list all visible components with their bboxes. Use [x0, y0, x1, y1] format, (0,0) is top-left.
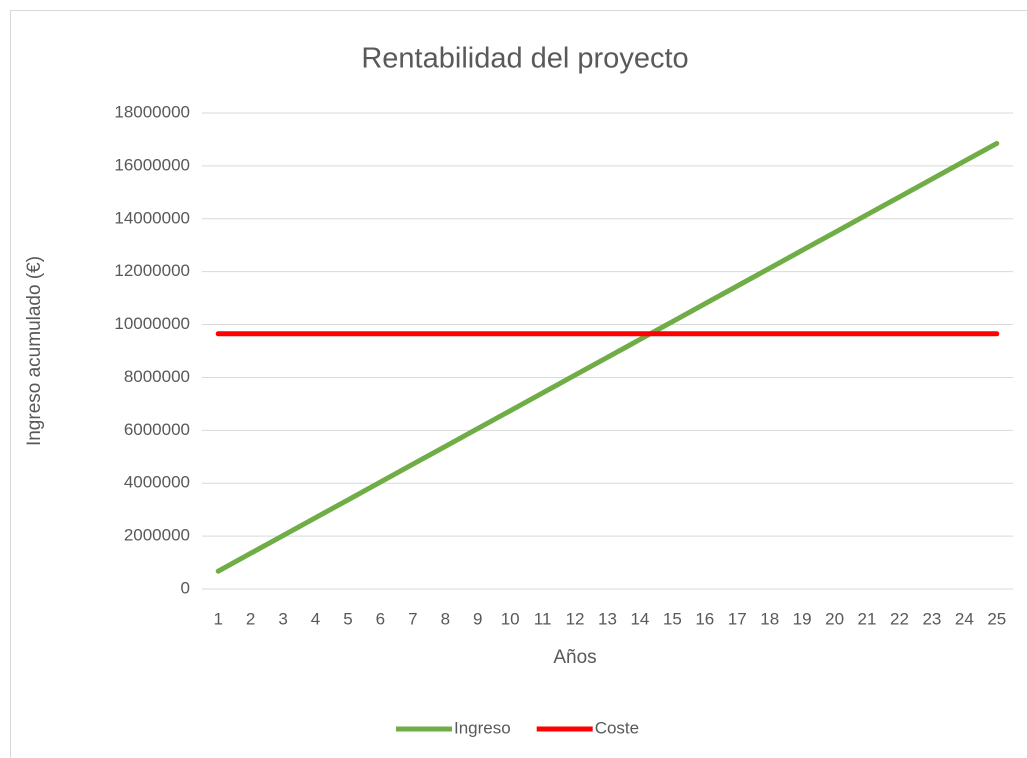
y-tick-label: 0 — [181, 578, 190, 597]
x-tick-label: 23 — [922, 609, 941, 628]
legend-label: Coste — [595, 718, 639, 737]
y-tick-label: 2000000 — [124, 526, 190, 545]
data-line — [215, 140, 1000, 574]
y-tick-label: 10000000 — [114, 314, 190, 333]
x-tick-label: 25 — [987, 609, 1006, 628]
x-tick-label: 20 — [825, 609, 844, 628]
x-tick-label: 24 — [955, 609, 974, 628]
y-tick-label: 8000000 — [124, 367, 190, 386]
x-tick-label: 22 — [890, 609, 909, 628]
x-axis-label: Años — [553, 647, 596, 668]
x-tick-label: 9 — [473, 609, 482, 628]
y-tick-label: 12000000 — [114, 261, 190, 280]
x-tick-label: 12 — [566, 609, 585, 628]
x-tick-label: 8 — [441, 609, 450, 628]
y-tick-label: 14000000 — [114, 208, 190, 227]
x-tick-label: 5 — [343, 609, 352, 628]
y-tick-label: 4000000 — [124, 473, 190, 492]
x-tick-label: 17 — [728, 609, 747, 628]
y-tick-label: 18000000 — [114, 102, 190, 121]
x-tick-label: 16 — [695, 609, 714, 628]
chart-border — [10, 10, 1027, 758]
y-tick-label: 6000000 — [124, 420, 190, 439]
x-tick-label: 19 — [793, 609, 812, 628]
y-axis-label: Ingreso acumulado (€) — [24, 256, 45, 446]
x-tick-label: 7 — [408, 609, 417, 628]
x-tick-label: 21 — [858, 609, 877, 628]
chart-title: Rentabilidad del proyecto — [361, 43, 688, 75]
x-tick-label: 1 — [213, 609, 222, 628]
x-tick-label: 14 — [630, 609, 649, 628]
x-tick-label: 10 — [501, 609, 520, 628]
x-tick-label: 6 — [376, 609, 385, 628]
x-tick-label: 13 — [598, 609, 617, 628]
y-tick-label: 16000000 — [114, 155, 190, 174]
x-tick-label: 11 — [534, 609, 552, 628]
legend-label: Ingreso — [454, 718, 511, 737]
x-tick-label: 18 — [760, 609, 779, 628]
x-tick-label: 15 — [663, 609, 682, 628]
x-tick-label: 2 — [246, 609, 255, 628]
x-tick-label: 4 — [311, 609, 320, 628]
x-tick-label: 3 — [278, 609, 287, 628]
